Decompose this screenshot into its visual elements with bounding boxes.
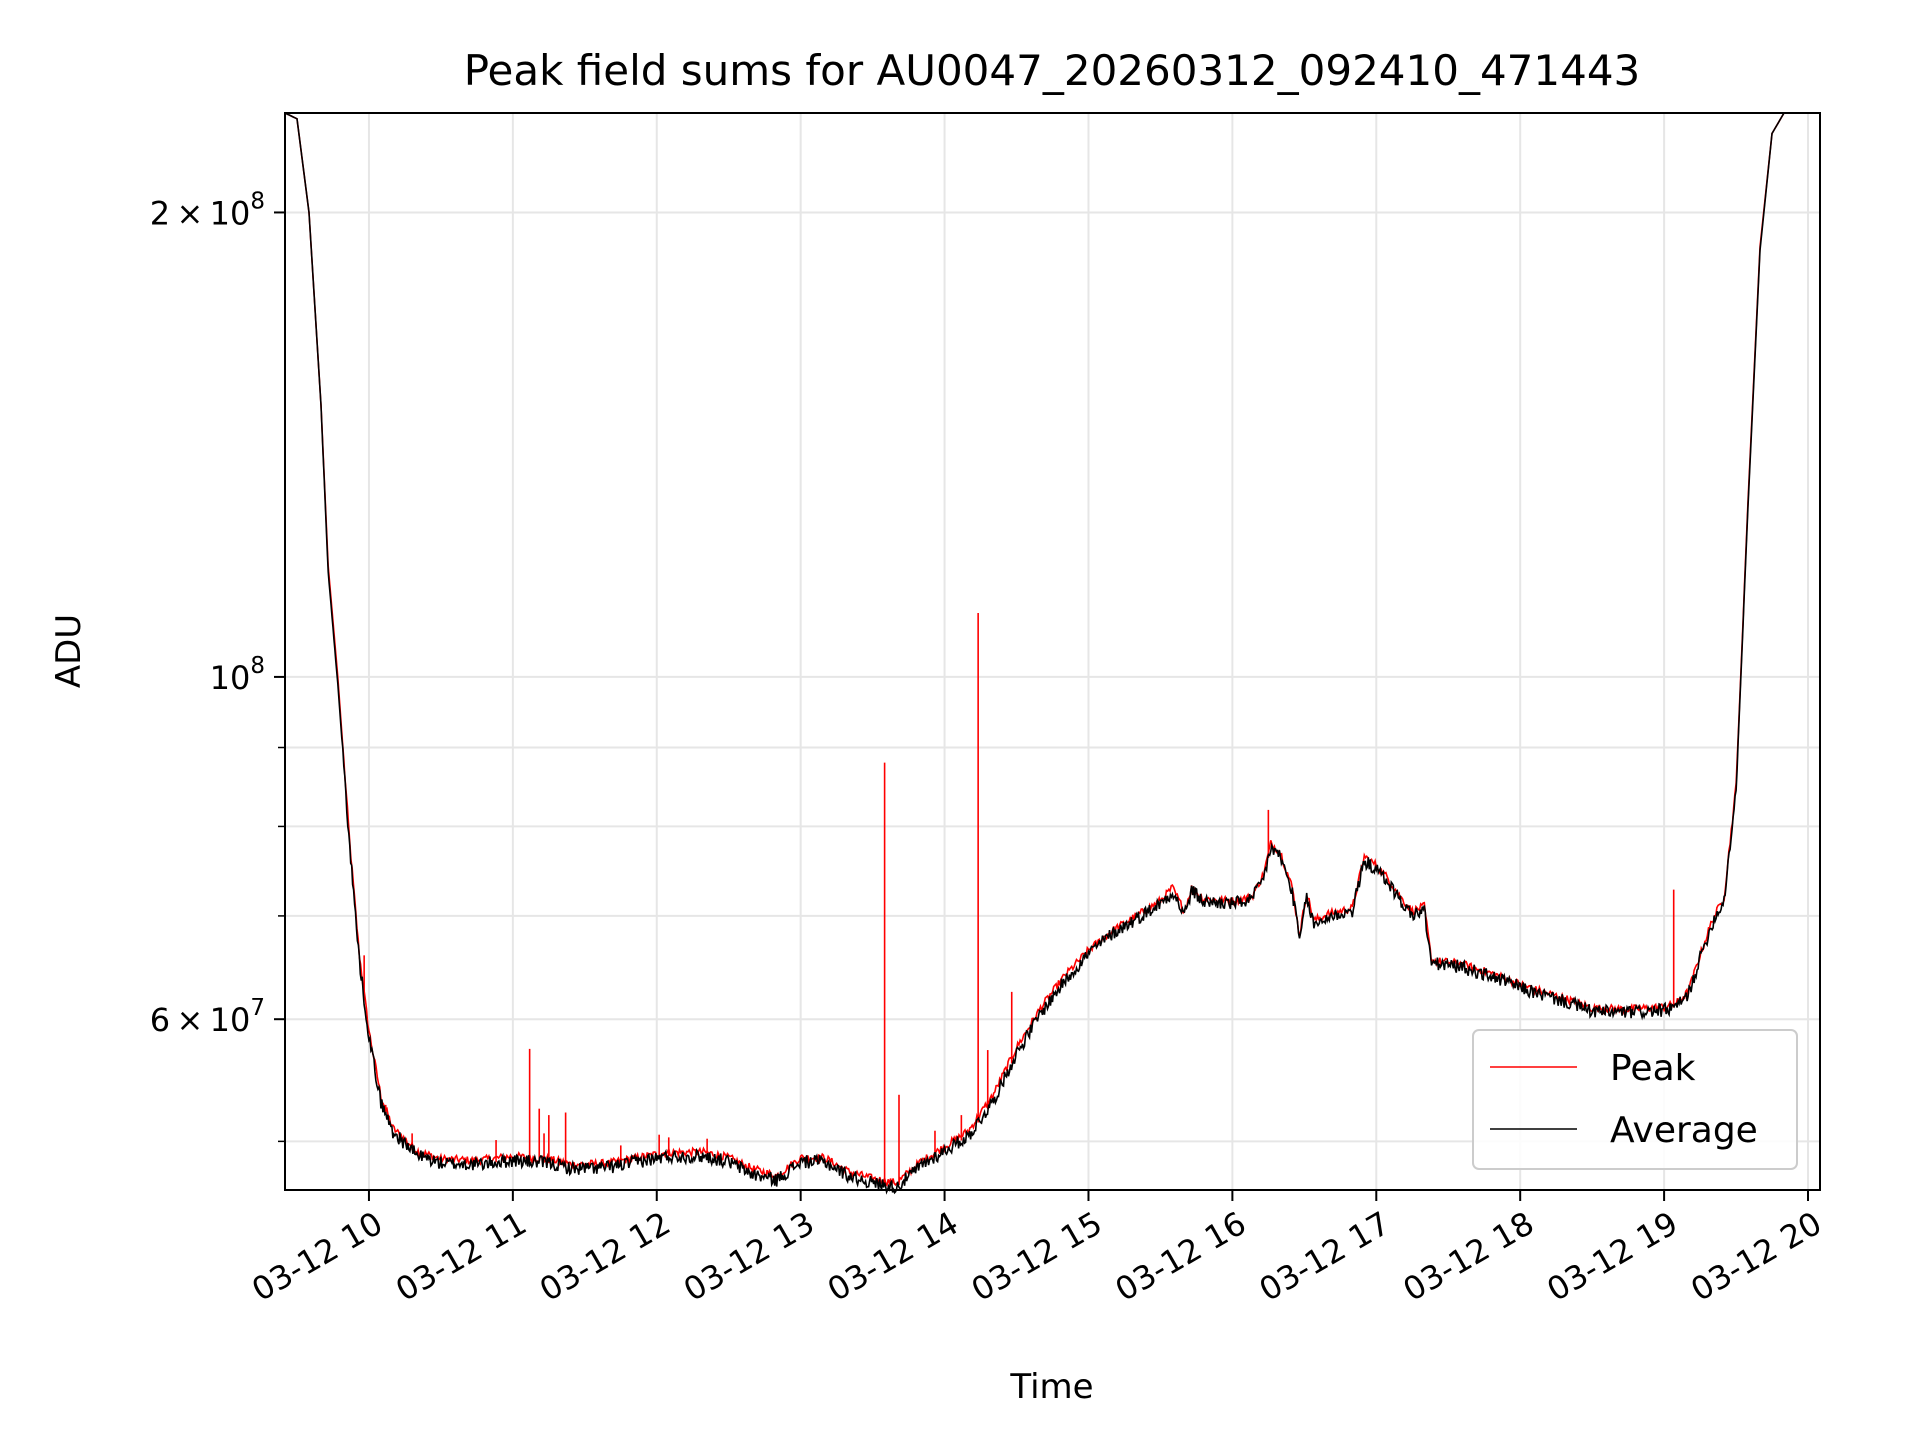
- legend: Peak Average: [1472, 1029, 1798, 1170]
- y-tick-label: 6 × 107: [150, 995, 265, 1039]
- y-tick-label: 2 × 108: [150, 188, 265, 232]
- grid: [285, 113, 1820, 1190]
- series-line-average: [284, 112, 1820, 1195]
- legend-label-average: Average: [1610, 1110, 1758, 1151]
- y-tick-label: 108: [210, 653, 265, 697]
- x-axis-label: Time: [1009, 1367, 1093, 1407]
- plot-background: [285, 113, 1820, 1190]
- chart-title: Peak field sums for AU0047_20260312_0924…: [464, 46, 1641, 95]
- y-axis-label: ADU: [49, 614, 89, 688]
- plot-frame: [284, 112, 1821, 1191]
- series-layer: [284, 112, 1820, 1195]
- legend-box: [1472, 1029, 1798, 1170]
- legend-label-peak: Peak: [1610, 1048, 1696, 1089]
